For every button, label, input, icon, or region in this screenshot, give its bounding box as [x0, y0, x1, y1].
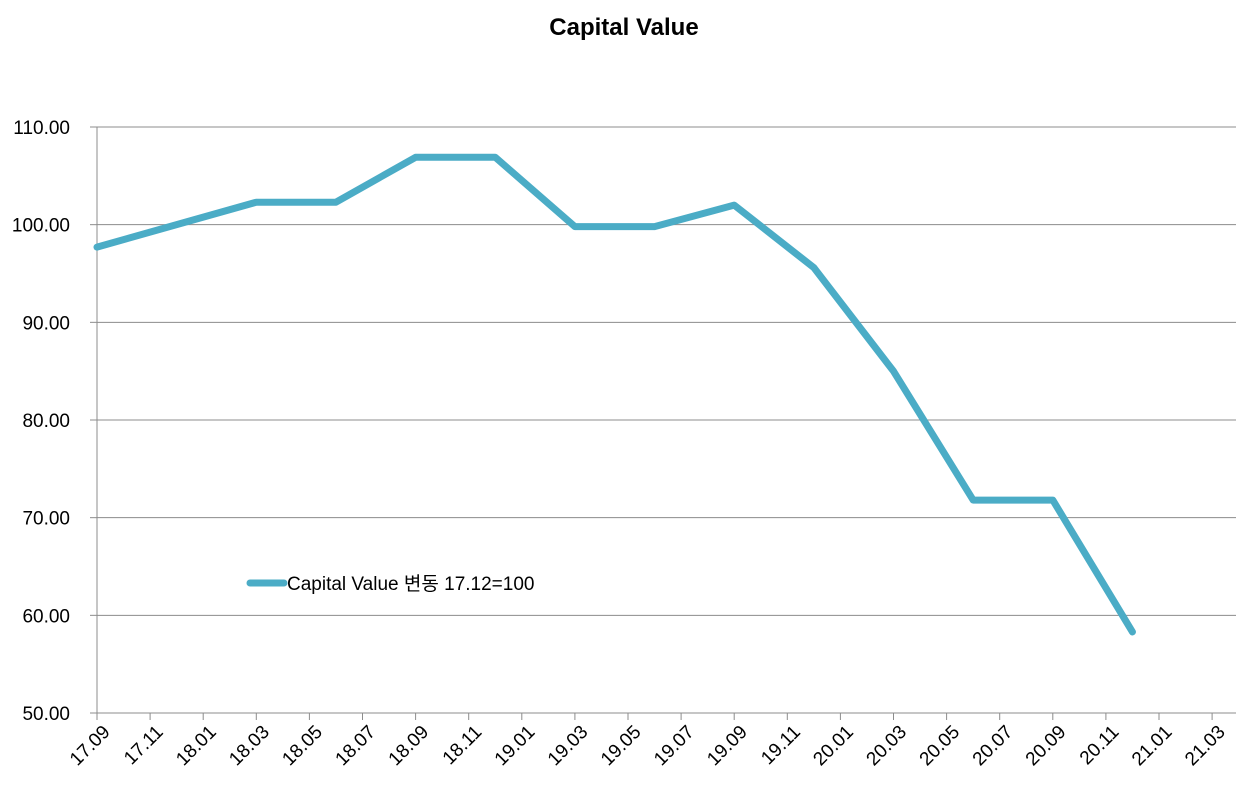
x-tick-label: 18.01	[172, 722, 220, 770]
x-tick-label: 18.09	[385, 722, 433, 770]
chart-title: Capital Value	[549, 14, 699, 41]
legend-label: Capital Value 변동 17.12=100	[287, 573, 534, 595]
legend: Capital Value 변동 17.12=100	[246, 573, 534, 595]
x-tick-label: 20.03	[863, 722, 911, 770]
y-tick-label: 70.00	[22, 509, 70, 530]
x-tick-label: 18.03	[225, 722, 273, 770]
x-tick-label: 19.03	[544, 722, 592, 770]
x-tick-label: 21.03	[1181, 722, 1229, 770]
x-tick-label: 20.07	[969, 722, 1017, 770]
y-tick-label: 60.00	[22, 606, 70, 627]
x-tick-label: 20.09	[1022, 722, 1070, 770]
x-tick-label: 18.11	[439, 722, 486, 769]
x-tick-label: 19.11	[757, 722, 804, 769]
x-tick-label: 21.01	[1128, 722, 1176, 770]
y-axis-ticks: 50.00 60.00 70.00 80.00 90.00 100.00 110.00	[12, 118, 97, 725]
y-tick-label: 50.00	[22, 704, 70, 725]
x-tick-label: 19.01	[491, 722, 539, 770]
x-tick-label: 18.05	[278, 722, 326, 770]
x-axis-ticks: 17.09 17.11 18.01 18.03 18.05 18.07 18.09 18.11…	[66, 713, 1230, 770]
x-tick-label: 18.07	[332, 722, 380, 770]
y-tick-label: 90.00	[22, 313, 70, 334]
x-tick-label: 20.05	[916, 722, 964, 770]
grid-lines	[97, 126, 1236, 616]
x-tick-label: 19.09	[703, 722, 751, 770]
y-tick-label: 100.00	[12, 216, 70, 237]
series-line	[93, 153, 1136, 636]
x-tick-label: 20.01	[809, 722, 857, 770]
x-tick-label: 17.11	[120, 722, 167, 769]
series-lines	[93, 153, 1136, 636]
x-tick-label: 19.07	[650, 722, 698, 770]
y-tick-label: 80.00	[22, 411, 70, 432]
y-tick-label: 110.00	[13, 118, 70, 139]
x-tick-label: 20.11	[1076, 722, 1123, 769]
x-tick-label: 19.05	[597, 722, 645, 770]
x-tick-label: 17.09	[66, 722, 114, 770]
